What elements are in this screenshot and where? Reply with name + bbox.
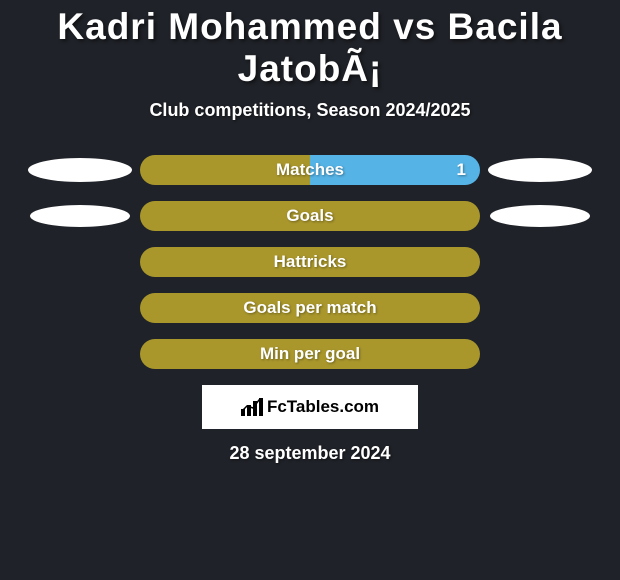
stat-bar: Hattricks: [140, 247, 480, 277]
stat-label: Matches: [276, 160, 344, 180]
comparison-row: Goals per match: [0, 293, 620, 323]
stat-label: Hattricks: [274, 252, 347, 272]
left-ellipse-slot: [20, 158, 140, 182]
title: Kadri Mohammed vs Bacila JatobÃ¡: [0, 0, 620, 90]
comparison-row: Min per goal: [0, 339, 620, 369]
stat-bar: Matches 1: [140, 155, 480, 185]
comparison-row: Hattricks: [0, 247, 620, 277]
comparison-row: Goals: [0, 201, 620, 231]
right-ellipse: [488, 158, 592, 182]
right-ellipse-slot: [480, 205, 600, 227]
logo-box: FcTables.com: [202, 385, 418, 429]
stat-label: Goals: [286, 206, 333, 226]
right-ellipse-slot: [480, 158, 600, 182]
left-ellipse: [28, 158, 132, 182]
stat-bar: Min per goal: [140, 339, 480, 369]
subtitle: Club competitions, Season 2024/2025: [0, 100, 620, 121]
left-ellipse-slot: [20, 205, 140, 227]
date: 28 september 2024: [0, 443, 620, 464]
stat-label: Min per goal: [260, 344, 360, 364]
comparison-rows: Matches 1 Goals Hattricks Goals per match Min…: [0, 155, 620, 369]
comparison-row: Matches 1: [0, 155, 620, 185]
left-ellipse: [30, 205, 130, 227]
logo-text: FcTables.com: [267, 397, 379, 417]
stat-bar: Goals per match: [140, 293, 480, 323]
stat-value-right: 1: [457, 160, 466, 180]
stat-bar: Goals: [140, 201, 480, 231]
right-ellipse: [490, 205, 590, 227]
stat-label: Goals per match: [243, 298, 376, 318]
bar-chart-icon: [241, 398, 263, 416]
